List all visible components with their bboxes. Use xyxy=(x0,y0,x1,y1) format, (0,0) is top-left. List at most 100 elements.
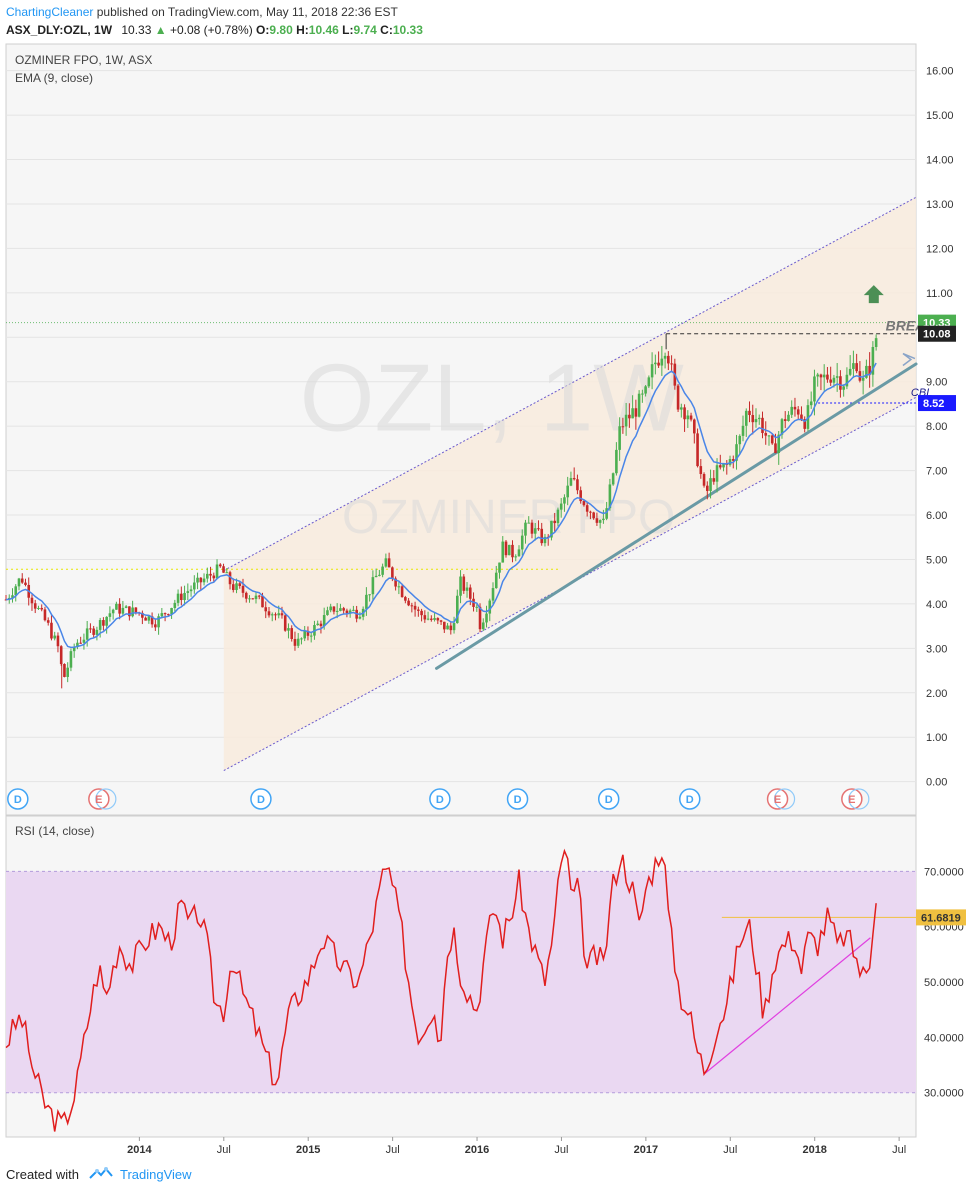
candle-body xyxy=(248,598,251,600)
candle-body xyxy=(764,433,768,436)
rsi-pane-title: RSI (14, close) xyxy=(15,824,94,838)
candle-body xyxy=(504,541,508,556)
ema-line xyxy=(5,362,877,649)
dividend-event-marker: D xyxy=(597,788,620,810)
candle-body xyxy=(462,576,466,591)
candle-body xyxy=(391,567,394,579)
tradingview-logo-icon[interactable] xyxy=(88,1167,113,1182)
candle-body xyxy=(170,607,173,615)
candle-body xyxy=(378,574,381,576)
candle-body xyxy=(865,365,868,378)
candle-body xyxy=(481,622,485,630)
time-axis[interactable]: 2014 Jul 2015 Jul 2016 Jul 2017 Jul 2018 Jul xyxy=(127,1137,906,1156)
candle-body xyxy=(303,630,307,639)
low-label: L: xyxy=(342,23,354,37)
candle-body xyxy=(543,536,547,544)
candle-body xyxy=(17,578,21,587)
tradingview-brand[interactable]: TradingView xyxy=(120,1167,192,1182)
watermark-name: OZMINER FPO xyxy=(342,491,675,544)
candle-body xyxy=(157,616,160,628)
candle-body xyxy=(478,606,482,630)
candle-body xyxy=(774,443,777,454)
candle-body xyxy=(66,667,69,677)
candle-body xyxy=(14,586,18,596)
candle-body xyxy=(446,625,449,630)
rsi-pane[interactable]: RSI (14, close) xyxy=(5,815,917,1138)
event-circle xyxy=(429,788,451,810)
ohlc-legend: ASX_DLY:OZL, 1W 10.33 ▲ +0.08 (+0.78%) O… xyxy=(6,23,423,37)
candle-body xyxy=(131,607,134,617)
candle-body xyxy=(637,393,641,417)
candle-body xyxy=(485,613,488,623)
candle-body xyxy=(439,620,443,622)
author-link[interactable]: ChartingCleaner xyxy=(6,5,94,19)
arrow-up-icon[interactable] xyxy=(863,285,884,304)
candle-body xyxy=(400,586,404,598)
candle-body xyxy=(530,522,534,534)
candle-body xyxy=(501,541,505,563)
price-tick-label: 7.00 xyxy=(926,466,947,478)
candle-body xyxy=(92,628,95,635)
candle-body xyxy=(537,528,540,530)
dividend-event-marker: D xyxy=(679,788,701,810)
candle-body xyxy=(267,611,271,616)
candle-body xyxy=(365,594,368,609)
candle-body xyxy=(735,444,738,461)
candle-body xyxy=(842,386,845,390)
candle-body xyxy=(751,415,755,423)
price-tick-label: 5.00 xyxy=(926,554,947,566)
candle-body xyxy=(829,379,832,383)
price-tag-box xyxy=(918,395,956,412)
candle-body xyxy=(413,605,417,610)
time-tick-label: 2018 xyxy=(802,1144,826,1156)
dividend-event-marker: D xyxy=(429,788,451,810)
candle-body xyxy=(394,578,397,587)
candle-body xyxy=(511,544,514,558)
candle-body xyxy=(770,435,774,444)
candle-body xyxy=(85,628,89,640)
footer: Created with TradingView xyxy=(6,1167,192,1182)
candle-body xyxy=(663,355,667,359)
candle-body xyxy=(163,613,167,615)
candle-body xyxy=(839,376,842,390)
candle-body xyxy=(128,606,131,617)
trend-line[interactable] xyxy=(435,362,918,670)
candle-body xyxy=(53,635,57,639)
rsi-line xyxy=(5,848,877,1132)
candle-body xyxy=(33,603,37,609)
candle-body xyxy=(718,465,722,468)
candle-body xyxy=(98,620,102,630)
candle-body xyxy=(283,615,287,631)
candle-body xyxy=(566,485,569,498)
rsi-tick-label: 30.0000 xyxy=(924,1088,964,1100)
candle-body xyxy=(280,613,284,616)
rsi-trend-line[interactable] xyxy=(704,937,871,1074)
candle-body xyxy=(420,610,423,616)
candle-body xyxy=(322,615,326,627)
candle-body xyxy=(89,628,92,630)
candle-body xyxy=(225,572,229,574)
candle-body xyxy=(241,586,245,593)
event-circle xyxy=(250,788,272,810)
candle-body xyxy=(144,617,147,621)
candle-body xyxy=(118,603,121,614)
price-tick-label: 8.00 xyxy=(926,421,947,433)
price-tag-box xyxy=(918,325,956,342)
price-tick-label: 15.00 xyxy=(926,110,954,122)
candle-body xyxy=(790,406,794,415)
candle-body xyxy=(767,435,771,437)
candle-body xyxy=(563,497,566,504)
candle-body xyxy=(835,376,839,378)
candle-body xyxy=(728,459,732,465)
earnings-event-marker: E xyxy=(841,788,870,810)
event-circle xyxy=(597,788,620,810)
high-value: 10.46 xyxy=(308,23,339,37)
candle-body xyxy=(660,358,664,366)
time-tick-label: 2016 xyxy=(465,1144,489,1156)
close-value: 10.33 xyxy=(392,23,423,37)
event-label: D xyxy=(605,794,613,806)
candle-body xyxy=(274,614,277,616)
candle-body xyxy=(261,595,264,608)
